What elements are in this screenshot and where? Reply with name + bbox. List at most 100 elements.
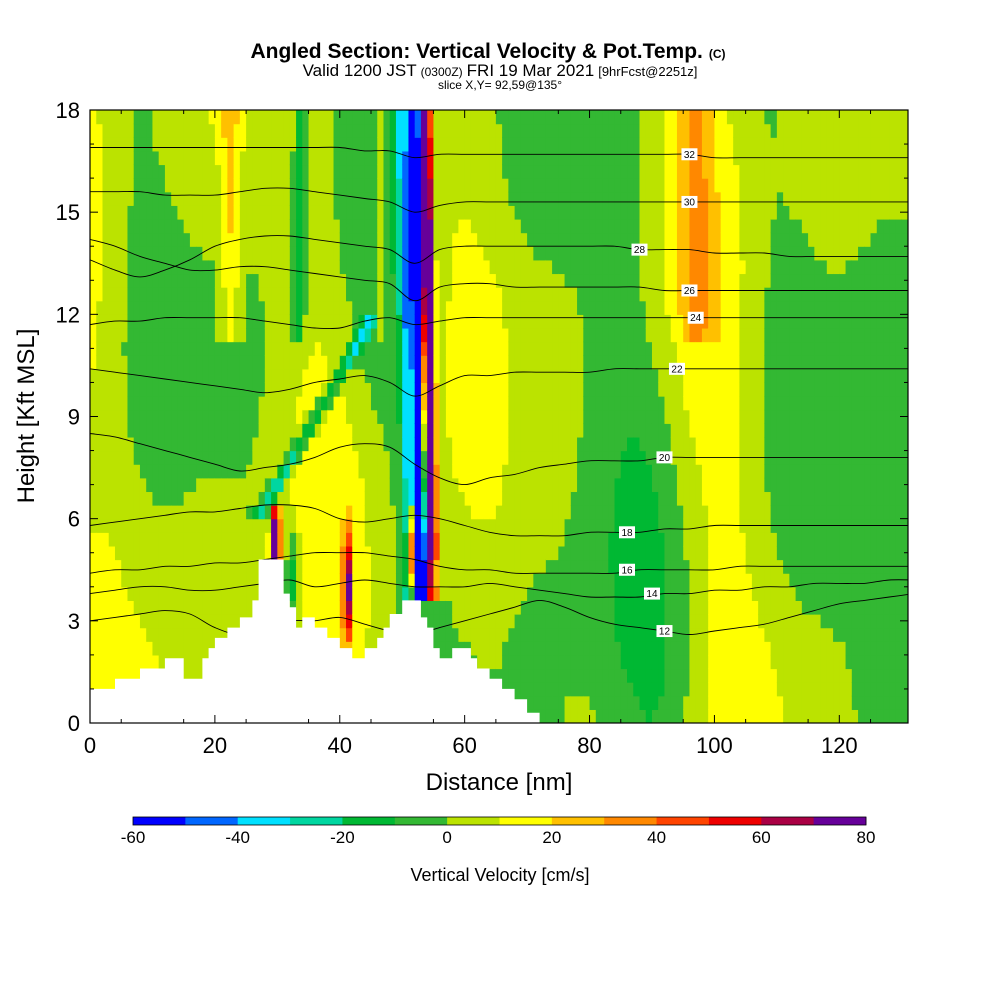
velocity-cell [502,532,509,547]
velocity-cell [595,436,603,452]
velocity-cell [689,436,697,452]
velocity-cell [483,532,491,547]
velocity-cell [158,641,166,656]
velocity-cell [177,205,185,220]
velocity-cell [720,164,728,179]
velocity-cell [433,505,441,520]
velocity-cell [745,545,753,561]
velocity-cell [114,641,122,656]
velocity-cell [664,695,672,710]
velocity-cell [395,178,403,193]
velocity-cell [676,300,684,315]
velocity-cell [670,396,678,411]
velocity-cell [289,586,297,601]
velocity-cell [477,641,484,656]
velocity-cell [239,314,247,329]
velocity-cell [495,164,503,179]
velocity-cell [577,654,584,670]
velocity-cell [289,123,297,138]
velocity-cell [439,110,447,125]
velocity-cell [189,314,197,329]
velocity-cell [608,178,616,193]
velocity-cell [664,545,672,561]
velocity-cell [726,396,734,411]
velocity-cell [152,300,160,315]
velocity-cell [464,464,472,479]
velocity-cell [239,123,247,138]
velocity-cell [283,287,291,302]
velocity-cell [664,300,672,315]
velocity-cell [489,532,497,547]
velocity-cell [602,505,609,520]
velocity-cell [433,150,441,166]
velocity-cell [90,123,97,138]
velocity-cell [464,586,472,601]
velocity-cell [127,532,135,547]
velocity-cell [545,273,553,288]
velocity-cell [539,341,547,356]
velocity-cell [364,123,372,138]
velocity-cell [502,314,509,329]
velocity-cell [452,627,460,642]
velocity-cell [183,287,191,302]
velocity-cell [233,423,241,438]
velocity-cell [239,559,247,574]
velocity-cell [408,518,416,533]
velocity-cell [483,137,491,152]
velocity-cell [452,573,460,588]
velocity-cell [683,314,691,329]
velocity-cell [689,178,697,193]
velocity-cell [339,191,347,206]
velocity-cell [577,709,584,723]
velocity-cell [527,259,534,275]
velocity-cell [595,355,603,370]
velocity-cell [539,123,547,138]
velocity-cell [102,450,110,465]
velocity-cell [570,477,578,493]
velocity-cell [689,532,697,547]
velocity-cell [589,559,597,574]
velocity-cell [708,327,716,343]
velocity-cell [739,396,747,411]
velocity-cell [445,545,453,561]
velocity-cell [477,436,484,452]
velocity-cell [545,423,553,438]
velocity-cell [139,150,147,166]
velocity-cell [133,150,141,166]
velocity-cell [633,137,641,152]
velocity-cell [221,573,228,588]
velocity-cell [408,327,416,343]
velocity-cell [189,423,197,438]
velocity-cell [633,164,641,179]
velocity-cell [427,314,435,329]
velocity-cell [139,123,147,138]
velocity-cell [764,695,772,710]
velocity-cell [208,545,216,561]
velocity-cell [127,205,135,220]
velocity-cell [483,110,491,125]
velocity-cell [533,314,541,329]
velocity-cell [164,137,172,152]
velocity-cell [139,545,147,561]
velocity-cell [776,654,784,670]
velocity-cell [633,232,641,247]
velocity-cell [346,368,353,384]
velocity-cell [308,314,316,329]
velocity-cell [114,464,122,479]
velocity-cell [495,273,503,288]
velocity-cell [670,491,678,506]
velocity-cell [146,532,154,547]
velocity-cell [695,259,703,275]
velocity-cell [102,123,110,138]
velocity-cell [214,178,222,193]
velocity-cell [321,600,328,615]
velocity-cell [670,150,678,166]
velocity-cell [196,150,203,166]
velocity-cell [577,300,584,315]
velocity-cell [552,178,559,193]
velocity-cell [695,532,703,547]
velocity-cell [545,178,553,193]
velocity-cell [676,559,684,574]
velocity-cell [633,409,641,424]
velocity-cell [470,396,478,411]
